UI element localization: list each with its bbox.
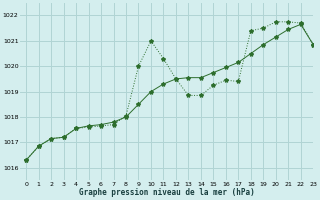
X-axis label: Graphe pression niveau de la mer (hPa): Graphe pression niveau de la mer (hPa) bbox=[79, 188, 254, 197]
